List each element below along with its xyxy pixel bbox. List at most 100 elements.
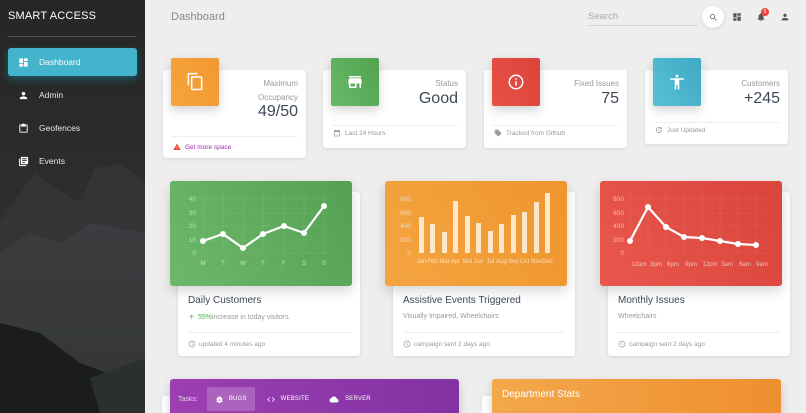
clock-icon (188, 340, 196, 348)
search-button[interactable] (702, 6, 724, 28)
svg-text:6pm: 6pm (667, 262, 679, 268)
card-title: Assistive Events Triggered (403, 295, 521, 306)
page-title: Dashboard (171, 11, 225, 23)
assistive-events-chart: 800 600 400 200 0 Jan Feb Mar Apr Mai Jun Jul Aug Se… (385, 181, 567, 286)
svg-text:600: 600 (400, 210, 411, 217)
clock-icon (618, 340, 626, 348)
stat-footer: Last 24 Hours (333, 129, 385, 137)
tasks-header: Tasks: BUGS WEBSITE SERVER (170, 379, 459, 413)
dashboard-button[interactable] (731, 11, 743, 23)
tasks-label: Tasks: (178, 395, 198, 403)
stat-footer: Just Updated (655, 126, 705, 134)
card-footer: campaign sent 2 days ago (403, 340, 490, 348)
divider (493, 125, 618, 126)
sidebar-item-label: Geofences (39, 123, 81, 133)
card-monthly-issues: 800 600 400 200 0 12am 3pm 6pm 9pm 12pm 3am 6am 9am… (600, 181, 790, 356)
tab-website[interactable]: WEBSITE (258, 387, 317, 411)
stat-value: Good (418, 90, 458, 107)
svg-text:S: S (302, 260, 307, 267)
svg-text:9pm: 9pm (685, 262, 697, 268)
sidebar-item-label: Admin (39, 90, 64, 100)
stat-category: Fixed Issues (574, 79, 619, 88)
dashboard-icon (733, 13, 741, 21)
svg-text:3am: 3am (721, 262, 733, 268)
divider (332, 125, 457, 126)
svg-text:M: M (200, 260, 205, 267)
code-icon (266, 396, 275, 402)
svg-text:Oct: Oct (520, 259, 530, 265)
divider (8, 36, 136, 37)
divider (403, 332, 565, 333)
stat-icon-box (653, 58, 701, 106)
stat-icon-box (171, 58, 219, 106)
stat-category: Customers (741, 79, 780, 88)
warning-icon (173, 143, 181, 150)
svg-text:Mar: Mar (439, 259, 449, 265)
tab-bugs[interactable]: BUGS (206, 387, 255, 411)
sidebar-item-events[interactable]: Events (8, 147, 137, 175)
profile-button[interactable] (779, 11, 791, 23)
svg-text:12pm: 12pm (702, 262, 717, 268)
svg-text:6am: 6am (739, 262, 751, 268)
svg-text:Jul: Jul (487, 259, 495, 265)
stat-value: 75 (601, 90, 619, 107)
svg-text:12am: 12am (631, 262, 646, 268)
svg-text:Dec: Dec (542, 259, 553, 265)
tag-icon (494, 129, 502, 137)
arrow-upward-icon (189, 314, 194, 320)
svg-text:0: 0 (620, 250, 624, 257)
update-icon (655, 126, 663, 133)
card-title: Monthly Issues (618, 295, 685, 306)
card-footer: updated 4 minutes ago (188, 340, 265, 348)
stat-icon-box (331, 58, 379, 106)
card-assistive-events: 800 600 400 200 0 Jan Feb Mar Apr Mai Jun Jul Aug Se… (385, 181, 575, 356)
search-icon (709, 13, 717, 21)
sidebar-item-admin[interactable]: Admin (8, 81, 137, 109)
svg-text:800: 800 (400, 196, 411, 203)
calendar-icon (334, 129, 340, 137)
svg-text:30: 30 (189, 210, 197, 217)
svg-text:200: 200 (613, 237, 624, 244)
svg-text:Nov: Nov (531, 259, 542, 265)
person-icon (781, 13, 789, 21)
card-subtitle: Wheelchairs (618, 313, 657, 320)
divider (618, 332, 780, 333)
svg-text:9am: 9am (756, 262, 768, 268)
bug-icon (216, 395, 223, 403)
stat-icon-box (492, 58, 540, 106)
svg-text:800: 800 (613, 196, 624, 203)
sidebar-item-dashboard[interactable]: Dashboard (8, 48, 137, 76)
get-more-space-link[interactable]: Get more space (173, 143, 231, 151)
svg-text:600: 600 (613, 210, 624, 217)
sidebar-nav: Dashboard Admin Geofences Events (0, 48, 145, 175)
stat-card-occupancy: Maximum Occupancy 49/50 Get more space (163, 58, 306, 158)
monthly-issues-chart: 800 600 400 200 0 12am 3pm 6pm 9pm 12pm 3am 6am 9am (600, 181, 782, 286)
svg-text:400: 400 (613, 223, 624, 230)
search-input[interactable] (588, 8, 698, 26)
tab-server[interactable]: SERVER (320, 387, 379, 411)
svg-text:20: 20 (189, 223, 197, 230)
card-daily-customers: 40 30 20 10 0 M T W T F S S Daily Customers 55% inc… (170, 181, 360, 356)
info-outline-icon (508, 74, 524, 90)
card-subtitle: 55% increase in today visitors. (188, 313, 291, 321)
stat-card-fixed-issues: Fixed Issues 75 Tracked from Github (484, 58, 627, 148)
stat-card-customers: Customers +245 Just Updated (645, 58, 788, 144)
svg-text:W: W (240, 260, 247, 267)
brand-title: SMART ACCESS (8, 10, 97, 22)
department-stats-title: Department Stats (502, 389, 580, 400)
svg-text:400: 400 (400, 223, 411, 230)
svg-text:T: T (261, 260, 265, 267)
content-copy-icon (187, 72, 203, 91)
svg-text:0: 0 (407, 250, 411, 257)
library-books-icon (18, 156, 29, 166)
divider (188, 332, 350, 333)
stat-card-status: Status Good Last 24 Hours (323, 58, 466, 148)
person-icon (19, 91, 28, 99)
svg-text:0: 0 (192, 250, 196, 257)
stat-value: +245 (743, 90, 780, 107)
stat-category: Maximum Occupancy (257, 79, 298, 102)
svg-text:3pm: 3pm (650, 262, 662, 268)
card-subtitle: Visually Impaired, Wheelchairs (403, 313, 499, 320)
sidebar: SMART ACCESS Dashboard Admin Geofences E… (0, 0, 145, 413)
sidebar-item-geofences[interactable]: Geofences (8, 114, 137, 142)
